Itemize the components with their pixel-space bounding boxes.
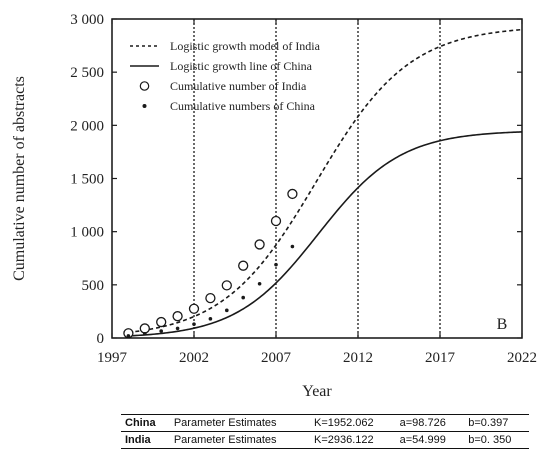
china-model-curve bbox=[128, 131, 523, 337]
india-data-point bbox=[270, 215, 282, 227]
y-tick-label: 1 000 bbox=[70, 225, 104, 241]
india-data-point bbox=[156, 316, 167, 328]
country-cell: China bbox=[121, 414, 170, 432]
label-cell: Parameter Estimates bbox=[169, 414, 310, 432]
x-axis-title: Year bbox=[302, 383, 332, 400]
india-data-point bbox=[238, 260, 249, 271]
china-data-point bbox=[126, 334, 131, 338]
y-axis-title: Cumulative number of abstracts bbox=[11, 76, 28, 281]
india-data-point bbox=[205, 292, 216, 304]
india-data-point bbox=[188, 303, 200, 314]
china-data-point bbox=[208, 317, 213, 321]
legend-label-china-points: Cumulative numbers of China bbox=[170, 99, 316, 113]
india-data-point bbox=[172, 311, 183, 322]
legend: Logistic growth model of India Logistic … bbox=[130, 39, 321, 113]
x-tick-label: 2002 bbox=[179, 350, 209, 366]
x-tick-label: 1997 bbox=[97, 350, 128, 366]
panel-label: B bbox=[497, 316, 508, 333]
legend-label-china-line: Logistic growth line of China bbox=[170, 59, 313, 73]
legend-label-india-model: Logistic growth model of India bbox=[170, 39, 321, 53]
y-tick-label: 500 bbox=[82, 278, 105, 294]
china-data-point bbox=[175, 326, 180, 331]
india-data-point bbox=[139, 323, 150, 334]
china-data-point bbox=[274, 262, 278, 267]
india-data-point bbox=[221, 280, 232, 291]
y-tick-label: 2 500 bbox=[70, 65, 104, 81]
label-cell: Parameter Estimates bbox=[169, 431, 310, 449]
a-cell: a=54.999 bbox=[395, 431, 465, 449]
x-tick-label: 2017 bbox=[425, 350, 456, 366]
chart: 1997 2002 2007 2012 2017 2022 0 500 1 000 1 500 2… bbox=[11, 12, 537, 400]
china-data-point bbox=[257, 281, 262, 286]
x-tick-label: 2012 bbox=[343, 350, 373, 366]
parameter-table: China Parameter Estimates K=1952.062 a=9… bbox=[121, 414, 529, 449]
table-row: India Parameter Estimates K=2936.122 a=5… bbox=[121, 431, 529, 449]
china-data-point bbox=[241, 295, 245, 300]
china-data-point bbox=[143, 331, 147, 336]
x-tick-label: 2022 bbox=[507, 350, 537, 366]
x-tick-label: 2007 bbox=[261, 350, 292, 366]
legend-label-india-points: Cumulative number of India bbox=[170, 79, 307, 93]
y-tick-label: 3 000 bbox=[70, 12, 104, 28]
y-tick-label: 1 500 bbox=[70, 172, 104, 188]
b-cell: b=0.397 bbox=[464, 414, 529, 432]
china-data-point bbox=[159, 329, 163, 333]
y-tick-label: 2 000 bbox=[70, 118, 104, 134]
india-data-point bbox=[254, 239, 265, 250]
china-data-point bbox=[290, 244, 295, 249]
legend-marker-china-points bbox=[142, 104, 147, 108]
k-cell: K=2936.122 bbox=[310, 431, 396, 449]
table-row: China Parameter Estimates K=1952.062 a=9… bbox=[121, 414, 529, 432]
india-data-point bbox=[287, 188, 298, 200]
b-cell: b=0. 350 bbox=[464, 431, 529, 449]
y-tick-label: 0 bbox=[97, 331, 105, 347]
india-model-curve bbox=[128, 28, 523, 334]
legend-marker-india-points bbox=[139, 81, 150, 91]
country-cell: India bbox=[121, 431, 170, 449]
a-cell: a=98.726 bbox=[395, 414, 465, 432]
china-data-point bbox=[192, 322, 196, 326]
k-cell: K=1952.062 bbox=[310, 414, 396, 432]
china-data-point bbox=[225, 308, 229, 313]
